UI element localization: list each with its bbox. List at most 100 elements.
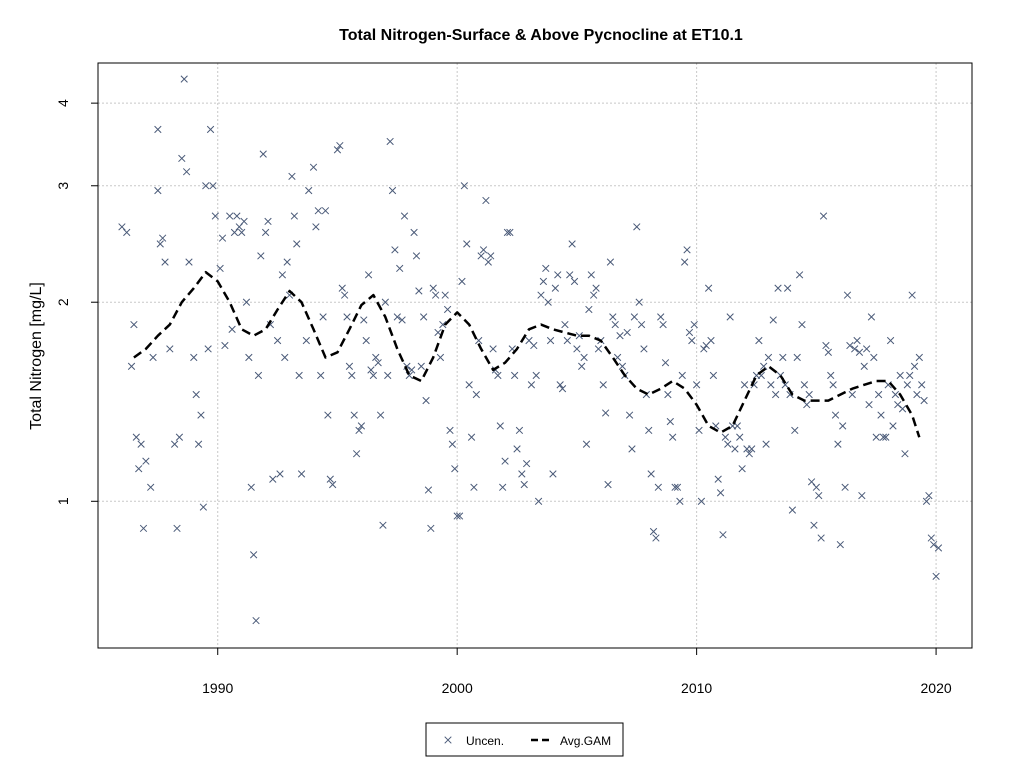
data-point — [233, 212, 241, 220]
data-point — [666, 417, 674, 426]
data-point — [762, 440, 770, 448]
data-point — [834, 440, 842, 448]
data-point — [302, 336, 310, 345]
data-point — [625, 411, 634, 419]
data-point — [681, 258, 689, 266]
data-point — [281, 353, 289, 362]
data-point — [420, 313, 428, 321]
data-point — [886, 336, 895, 345]
data-point — [123, 228, 131, 237]
data-point — [934, 544, 943, 552]
data-point — [484, 258, 492, 266]
data-point — [891, 390, 900, 399]
data-point — [822, 341, 830, 350]
data-point — [293, 240, 301, 248]
data-point — [410, 228, 418, 237]
data-point — [604, 480, 612, 489]
data-point — [348, 371, 356, 380]
data-point — [510, 371, 519, 380]
data-point — [487, 252, 495, 260]
data-point — [853, 336, 861, 345]
data-point — [932, 572, 940, 581]
data-point — [118, 223, 126, 231]
data-point — [482, 196, 490, 205]
data-point — [384, 371, 392, 380]
data-point — [783, 284, 792, 292]
data-point — [582, 440, 591, 448]
data-point — [815, 491, 823, 500]
data-point — [386, 137, 394, 146]
data-point — [527, 381, 536, 389]
data-point — [317, 371, 325, 380]
data-point — [362, 336, 370, 345]
data-point — [408, 366, 416, 374]
data-point — [922, 497, 931, 505]
data-point — [376, 411, 385, 419]
data-point — [147, 483, 155, 491]
data-point — [870, 353, 878, 362]
data-point — [455, 512, 464, 520]
data-point — [218, 234, 227, 242]
data-point — [226, 212, 234, 220]
data-point — [697, 497, 706, 505]
data-point — [415, 287, 423, 295]
data-point — [843, 291, 852, 299]
data-point — [228, 325, 236, 333]
data-point — [329, 480, 337, 489]
data-point — [305, 186, 313, 195]
data-point — [156, 240, 164, 248]
data-point — [314, 207, 322, 215]
data-point — [690, 320, 698, 329]
data-point — [760, 362, 768, 370]
data-point — [503, 228, 512, 237]
data-point — [149, 353, 157, 362]
data-point — [197, 411, 205, 419]
data-point — [692, 381, 701, 389]
data-point — [166, 345, 174, 353]
data-point — [479, 246, 488, 254]
data-point — [240, 217, 248, 226]
data-point — [269, 475, 277, 483]
data-point — [606, 258, 615, 266]
data-point — [683, 246, 691, 254]
data-point — [587, 271, 595, 279]
data-point — [352, 450, 361, 458]
data-point — [831, 411, 840, 419]
data-point — [647, 470, 655, 478]
data-point — [889, 422, 897, 430]
legend-x-marker — [444, 736, 452, 744]
data-point — [848, 390, 856, 399]
data-point — [338, 284, 346, 292]
data-point — [154, 186, 162, 195]
data-point — [925, 491, 933, 500]
data-point — [297, 470, 306, 478]
data-point — [364, 271, 373, 279]
data-point — [403, 362, 411, 370]
plot-frame — [97, 62, 973, 649]
data-point — [245, 353, 253, 362]
data-point — [645, 426, 653, 435]
data-point — [367, 366, 375, 374]
data-point — [242, 298, 251, 306]
data-point — [721, 433, 730, 441]
data-point — [534, 497, 543, 505]
data-point — [350, 411, 358, 419]
data-point — [530, 341, 538, 350]
data-point — [726, 313, 734, 321]
data-point — [374, 359, 382, 367]
legend-marker-uncen — [444, 736, 452, 744]
data-point — [178, 154, 186, 163]
data-point — [427, 524, 435, 533]
data-point — [515, 426, 524, 435]
data-point — [309, 163, 318, 171]
x-tick-label: 1990 — [202, 680, 233, 696]
data-point — [161, 258, 169, 266]
data-point — [659, 320, 667, 329]
data-point — [230, 228, 239, 237]
data-point — [451, 465, 459, 473]
data-point — [716, 489, 725, 497]
data-point — [568, 240, 576, 248]
legend-label-avg-gam: Avg.GAM — [560, 734, 611, 748]
data-point — [477, 252, 485, 260]
data-point — [496, 422, 504, 430]
